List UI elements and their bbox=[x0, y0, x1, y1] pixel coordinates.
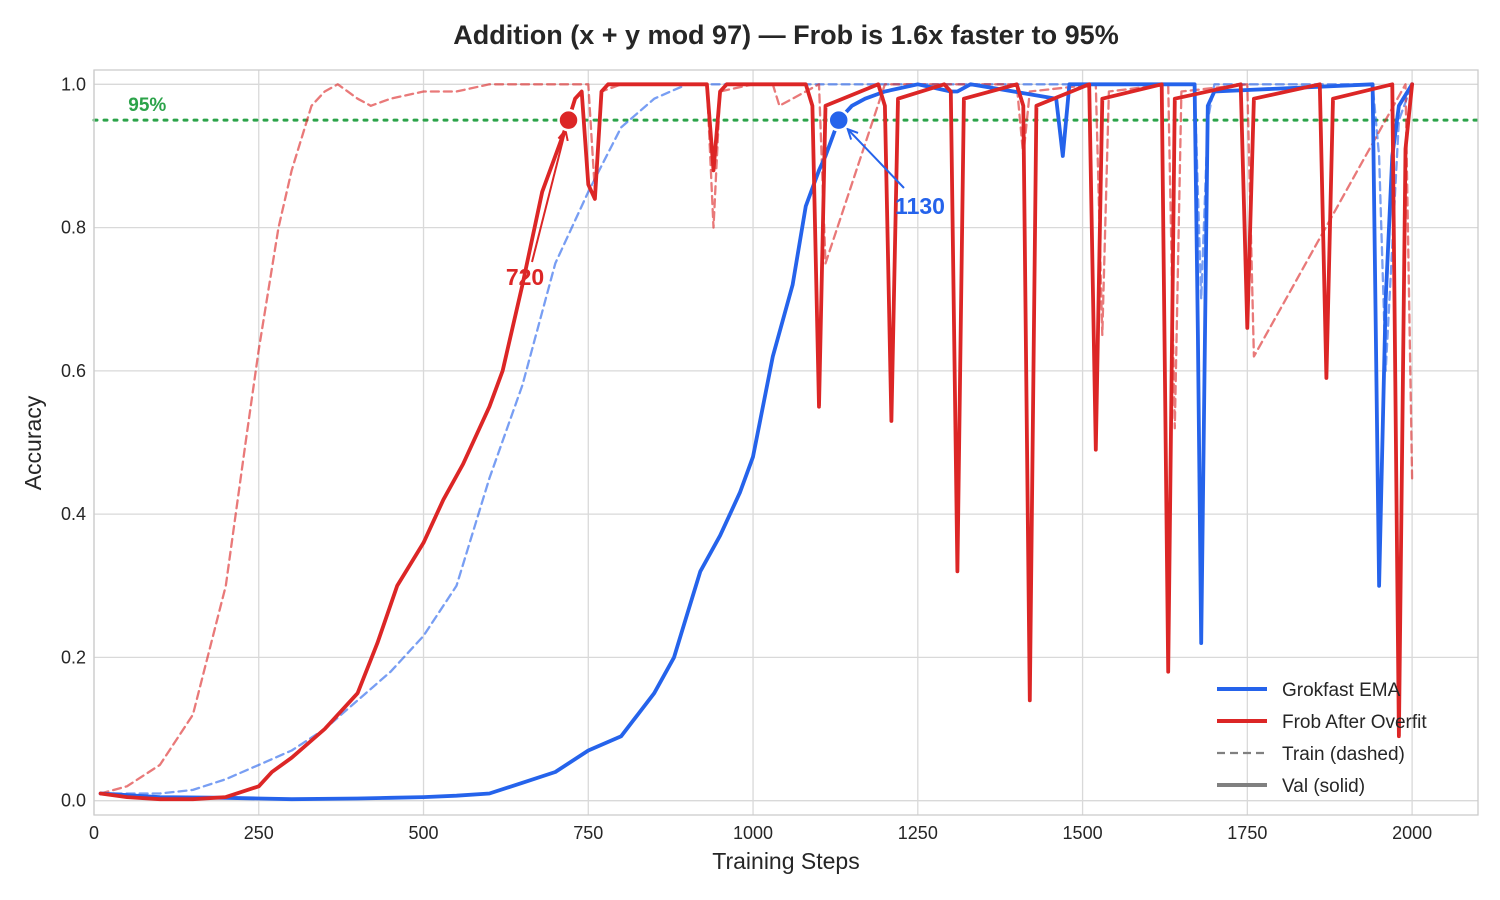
x-tick-label: 750 bbox=[573, 823, 603, 843]
y-tick-label: 0.4 bbox=[61, 504, 86, 524]
legend: Grokfast EMA Frob After Overfit Train (das… bbox=[1217, 680, 1427, 797]
y-tick-label: 0.0 bbox=[61, 791, 86, 811]
tick-labels: 0 250 500 750 1000 1250 1500 1750 2000 0.0 0.2 0.4 0… bbox=[61, 74, 1432, 843]
frob-val-line bbox=[98, 82, 1414, 802]
threshold-label: 95% bbox=[128, 95, 166, 116]
threshold-layer: 95% bbox=[92, 95, 1480, 122]
annotation-layer: 720 1130 bbox=[506, 108, 945, 290]
x-tick-label: 1750 bbox=[1227, 823, 1267, 843]
y-tick-label: 0.8 bbox=[61, 218, 86, 238]
frob-train-line bbox=[99, 83, 1414, 795]
x-tick-label: 1000 bbox=[733, 823, 773, 843]
plot-frame bbox=[93, 69, 1479, 816]
annotation-label: 1130 bbox=[895, 193, 945, 219]
x-tick-label: 250 bbox=[244, 823, 274, 843]
y-tick-label: 0.2 bbox=[61, 647, 86, 667]
annotation-arrow bbox=[531, 129, 567, 263]
annotation-arrowhead bbox=[846, 127, 859, 140]
annotation-marker bbox=[827, 108, 850, 132]
series-layer bbox=[98, 82, 1414, 802]
legend-label: Frob After Overfit bbox=[1282, 712, 1427, 733]
x-axis-title: Training Steps bbox=[712, 848, 859, 874]
y-tick-label: 0.6 bbox=[61, 361, 86, 381]
grid bbox=[93, 70, 1478, 815]
chart-title: Addition (x + y mod 97) — Frob is 1.6x f… bbox=[453, 20, 1118, 50]
x-tick-label: 1500 bbox=[1063, 823, 1103, 843]
y-axis-title: Accuracy bbox=[20, 395, 46, 490]
y-tick-label: 1.0 bbox=[61, 74, 86, 94]
annotation-label: 720 bbox=[506, 264, 544, 290]
x-tick-label: 1250 bbox=[898, 823, 938, 843]
x-tick-label: 2000 bbox=[1392, 823, 1432, 843]
legend-label: Grokfast EMA bbox=[1282, 680, 1401, 701]
annotation-marker bbox=[557, 108, 580, 132]
legend-label: Val (solid) bbox=[1282, 776, 1365, 797]
legend-label: Train (dashed) bbox=[1282, 744, 1405, 765]
grokfast-val-line bbox=[98, 82, 1414, 802]
x-tick-label: 0 bbox=[89, 823, 99, 843]
x-tick-label: 500 bbox=[409, 823, 439, 843]
annotation-arrow bbox=[847, 128, 905, 189]
